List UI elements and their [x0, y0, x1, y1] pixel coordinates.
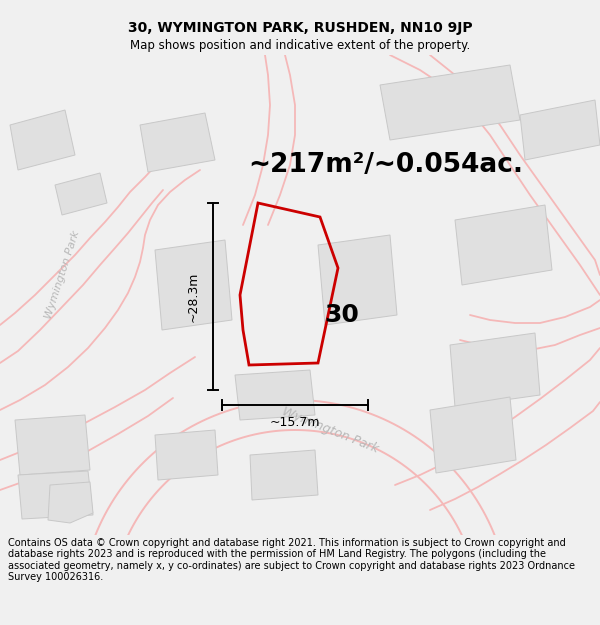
- Text: ~217m²/~0.054ac.: ~217m²/~0.054ac.: [248, 152, 523, 178]
- Polygon shape: [450, 333, 540, 407]
- Text: ~15.7m: ~15.7m: [270, 416, 320, 429]
- Text: 30: 30: [325, 303, 359, 327]
- Polygon shape: [10, 110, 75, 170]
- Polygon shape: [520, 100, 600, 160]
- Polygon shape: [430, 397, 516, 473]
- Polygon shape: [48, 482, 93, 523]
- Polygon shape: [155, 240, 232, 330]
- Polygon shape: [155, 430, 218, 480]
- Polygon shape: [318, 235, 397, 325]
- Text: Wymington Park: Wymington Park: [280, 404, 380, 456]
- Polygon shape: [380, 65, 520, 140]
- Text: Contains OS data © Crown copyright and database right 2021. This information is : Contains OS data © Crown copyright and d…: [8, 538, 575, 582]
- Text: ~28.3m: ~28.3m: [187, 271, 199, 322]
- Polygon shape: [140, 113, 215, 172]
- Text: Wymington Park: Wymington Park: [43, 229, 81, 321]
- Polygon shape: [455, 205, 552, 285]
- Text: 30, WYMINGTON PARK, RUSHDEN, NN10 9JP: 30, WYMINGTON PARK, RUSHDEN, NN10 9JP: [128, 21, 472, 35]
- Polygon shape: [250, 450, 318, 500]
- Polygon shape: [18, 471, 93, 519]
- Text: Map shows position and indicative extent of the property.: Map shows position and indicative extent…: [130, 39, 470, 52]
- Polygon shape: [235, 370, 315, 420]
- Polygon shape: [15, 415, 90, 475]
- Polygon shape: [55, 173, 107, 215]
